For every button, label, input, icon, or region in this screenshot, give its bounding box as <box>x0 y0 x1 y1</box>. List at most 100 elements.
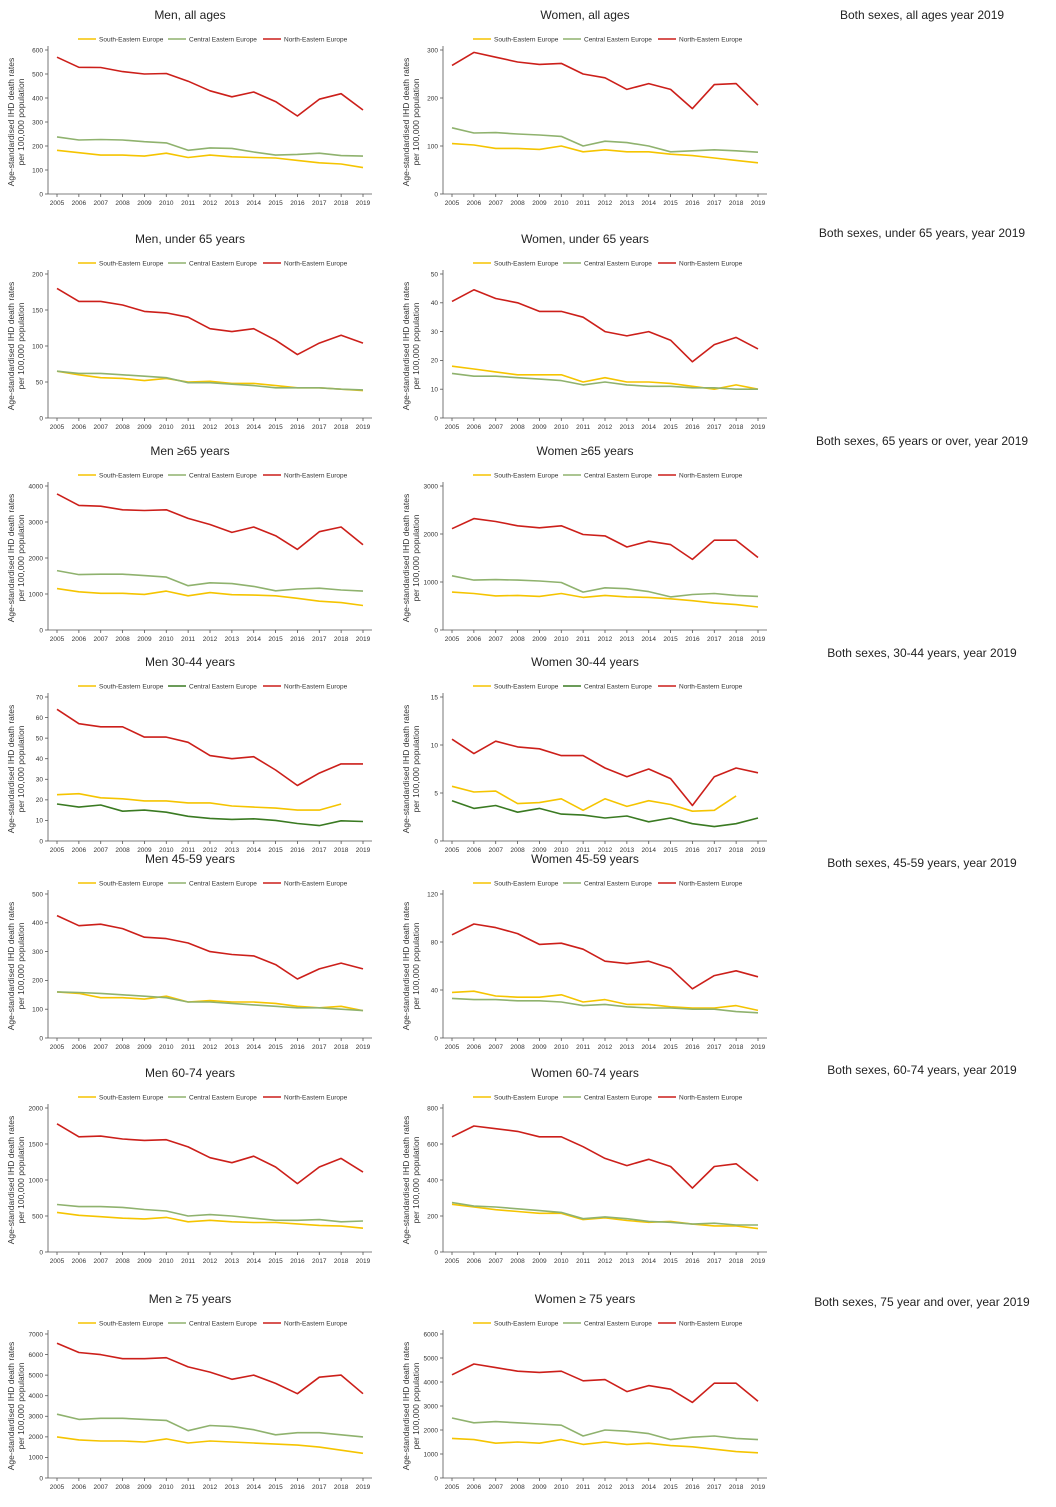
legend-label: Central Eastern Europe <box>584 260 652 267</box>
y-tick-label: 6000 <box>424 1331 439 1338</box>
x-tick-label: 2008 <box>115 636 130 643</box>
x-tick-label: 2010 <box>554 424 569 431</box>
chart-title: Men 30-44 years <box>144 655 236 669</box>
y-tick-label: 200 <box>32 978 43 985</box>
x-tick-label: 2019 <box>751 424 766 431</box>
x-tick-label: 2011 <box>181 424 195 431</box>
x-tick-label: 2008 <box>115 200 130 207</box>
chart-title: Men, all ages <box>154 8 226 22</box>
x-tick-label: 2014 <box>246 200 261 207</box>
x-tick-label: 2011 <box>576 1044 590 1051</box>
x-tick-label: 2015 <box>663 636 678 643</box>
x-tick-label: 2015 <box>268 1258 283 1265</box>
y-tick-label: 200 <box>32 143 43 150</box>
x-tick-label: 2010 <box>159 1044 174 1051</box>
y-tick-label: 0 <box>434 415 438 422</box>
x-tick-label: 2012 <box>598 200 613 207</box>
x-tick-label: 2006 <box>72 1258 87 1265</box>
chart-svg: Age-standardised IHD death ratesper 100,… <box>6 260 372 431</box>
x-tick-label: 2007 <box>93 847 108 854</box>
x-tick-label: 2011 <box>576 636 590 643</box>
legend-label: North-Eastern Europe <box>284 1094 348 1101</box>
x-tick-label: 2006 <box>467 200 482 207</box>
y-axis-label: Age-standardised IHD death ratesper 100,… <box>6 282 26 411</box>
y-tick-label: 0 <box>39 415 43 422</box>
y-tick-label: 0 <box>39 1249 43 1256</box>
y-tick-label: 2000 <box>29 555 44 562</box>
y-tick-label: 80 <box>431 939 439 946</box>
legend-label: North-Eastern Europe <box>284 880 348 887</box>
y-axis-label-line2: per 100,000 population <box>16 922 26 1009</box>
x-tick-label: 2018 <box>729 424 744 431</box>
legend-label: North-Eastern Europe <box>284 683 348 690</box>
x-tick-label: 2013 <box>620 200 635 207</box>
legend-label: South-Eastern Europe <box>494 1094 559 1101</box>
x-tick-label: 2009 <box>137 1258 152 1265</box>
series-line <box>56 287 364 356</box>
x-tick-label: 2013 <box>620 847 635 854</box>
x-tick-label: 2011 <box>181 1484 195 1491</box>
line-chart: Women, all ages Age-standardised IHD deat… <box>395 8 775 214</box>
y-tick-label: 4000 <box>29 483 44 490</box>
chart-title: Women 45-59 years <box>531 852 639 866</box>
x-tick-label: 2017 <box>312 847 327 854</box>
line-chart: Women ≥65 years Age-standardised IHD deat… <box>395 444 775 650</box>
y-tick-label: 15 <box>431 694 439 701</box>
series-line <box>451 785 737 812</box>
x-tick-label: 2012 <box>598 847 613 854</box>
x-tick-label: 2005 <box>445 200 460 207</box>
x-tick-label: 2018 <box>334 847 349 854</box>
x-tick-label: 2017 <box>707 1044 722 1051</box>
y-tick-label: 1500 <box>29 1141 44 1148</box>
y-axis-label: Age-standardised IHD death ratesper 100,… <box>6 1116 26 1245</box>
legend-label: South-Eastern Europe <box>494 260 559 267</box>
series-line <box>451 517 759 561</box>
chart-title: Men, under 65 years <box>134 232 246 246</box>
x-tick-label: 2011 <box>181 1044 195 1051</box>
y-axis-label-line1: Age-standardised IHD death rates <box>6 282 16 411</box>
x-tick-label: 2015 <box>663 1258 678 1265</box>
x-tick-label: 2009 <box>137 1484 152 1491</box>
x-tick-label: 2008 <box>115 847 130 854</box>
x-tick-label: 2009 <box>532 424 547 431</box>
series-line <box>451 997 759 1014</box>
x-tick-label: 2008 <box>510 1258 525 1265</box>
x-tick-label: 2019 <box>356 636 371 643</box>
map-title: Both sexes, under 65 years, year 2019 <box>818 226 1026 240</box>
y-tick-label: 100 <box>32 1007 43 1014</box>
legend-label: South-Eastern Europe <box>99 1094 164 1101</box>
x-tick-label: 2012 <box>598 1484 613 1491</box>
series-line <box>56 370 364 391</box>
x-tick-label: 2018 <box>334 200 349 207</box>
y-tick-label: 0 <box>434 1035 438 1042</box>
y-tick-label: 100 <box>32 343 43 350</box>
x-tick-label: 2006 <box>72 1044 87 1051</box>
x-tick-label: 2007 <box>93 1484 108 1491</box>
chart-svg: Age-standardised IHD death ratesper 100,… <box>401 1094 767 1265</box>
x-tick-label: 2015 <box>663 1484 678 1491</box>
x-tick-label: 2005 <box>50 424 65 431</box>
y-tick-label: 0 <box>434 1475 438 1482</box>
y-tick-label: 0 <box>39 1475 43 1482</box>
y-tick-label: 2000 <box>424 1427 439 1434</box>
x-tick-label: 2014 <box>641 636 656 643</box>
legend-label: Central Eastern Europe <box>584 683 652 690</box>
x-tick-label: 2007 <box>488 636 503 643</box>
y-tick-label: 5000 <box>424 1355 439 1362</box>
y-tick-label: 7000 <box>29 1331 44 1338</box>
y-tick-label: 4000 <box>29 1393 44 1400</box>
series-line <box>56 792 342 811</box>
y-axis-label-line1: Age-standardised IHD death rates <box>6 705 16 834</box>
x-tick-label: 2016 <box>290 424 305 431</box>
x-tick-label: 2016 <box>290 1484 305 1491</box>
x-tick-label: 2010 <box>554 636 569 643</box>
x-tick-label: 2006 <box>72 847 87 854</box>
chart-svg: Age-standardised IHD death ratesper 100,… <box>401 683 767 854</box>
y-tick-label: 120 <box>427 891 438 898</box>
y-axis-label-line1: Age-standardised IHD death rates <box>401 58 411 187</box>
y-axis-label-line2: per 100,000 population <box>16 725 26 812</box>
x-tick-label: 2012 <box>203 1484 218 1491</box>
x-tick-label: 2015 <box>268 200 283 207</box>
x-tick-label: 2006 <box>72 1484 87 1491</box>
y-axis-label: Age-standardised IHD death ratesper 100,… <box>401 705 421 834</box>
